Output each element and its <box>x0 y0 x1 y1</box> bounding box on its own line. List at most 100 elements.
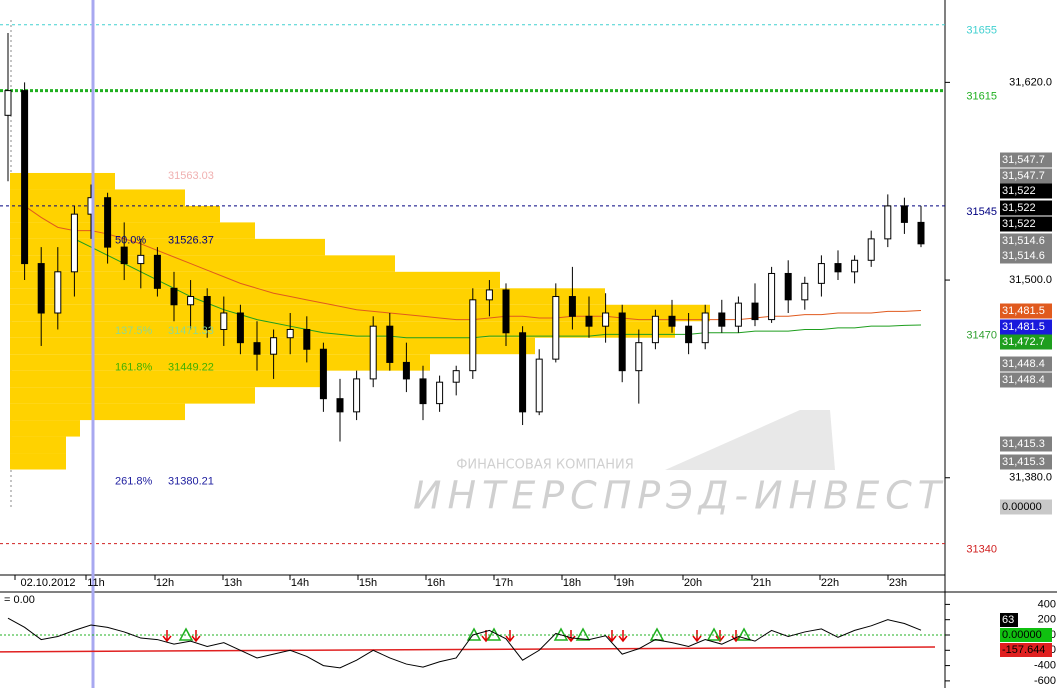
x-tick-label: 19h <box>616 577 634 589</box>
price-box <box>1000 152 1052 168</box>
price-box <box>1000 334 1052 350</box>
watermark-small: ФИНАНСОВАЯ КОМПАНИЯ <box>456 458 634 473</box>
moving-average <box>74 238 922 339</box>
price-box <box>1000 319 1052 335</box>
x-tick-label: 21h <box>753 577 771 589</box>
candle-body <box>917 221 925 245</box>
level-label: 31340 <box>966 544 997 556</box>
candle-body <box>369 325 377 380</box>
candle-body <box>236 312 244 344</box>
indicator-box-label: 63 <box>1002 614 1014 626</box>
sell-arrow <box>618 630 628 643</box>
profile-bar <box>10 205 220 223</box>
price-box <box>1000 200 1052 216</box>
price-box <box>1000 372 1052 388</box>
candle-body <box>817 263 825 284</box>
x-tick-label: 13h <box>224 577 242 589</box>
price-box-label: 31,448.4 <box>1002 374 1045 386</box>
y-tick-label: 31,620.0 <box>1009 76 1052 88</box>
indicator-tick-label: 200 <box>1038 614 1056 626</box>
candle-body <box>270 337 278 355</box>
x-tick-label: 02.10.2012 <box>20 577 75 589</box>
candle-body <box>4 90 12 116</box>
price-box-label: 31,522 <box>1002 185 1036 197</box>
candle-body <box>419 378 427 405</box>
price-box <box>1000 436 1052 452</box>
candle-body <box>253 342 261 355</box>
candle-body <box>469 299 477 372</box>
fib-ratio: 161.8% <box>115 362 153 374</box>
candle-body <box>784 272 792 301</box>
candle-body <box>535 358 543 413</box>
profile-bar <box>10 172 115 190</box>
x-tick-label: 20h <box>684 577 702 589</box>
indicator-tick-label: 400 <box>1038 598 1056 610</box>
level-label: 31655 <box>966 25 997 37</box>
price-box <box>1000 499 1052 515</box>
indicator-line <box>7 617 922 669</box>
candle-body <box>336 398 344 413</box>
candle-body <box>751 302 759 321</box>
sell-arrow <box>692 630 702 643</box>
indicator-tick-label: -400 <box>1034 659 1056 671</box>
level-label: 31545 <box>966 206 997 218</box>
candle-body <box>801 282 809 301</box>
candle-body <box>70 213 78 273</box>
x-tick-label: 14h <box>291 577 309 589</box>
price-box <box>1000 356 1052 372</box>
price-box-label: 31,522 <box>1002 218 1036 230</box>
price-box-label: 31,547.7 <box>1002 170 1045 182</box>
candle-body <box>187 296 195 306</box>
candle-body <box>21 90 29 265</box>
indicator-title: = 0.00 <box>4 594 35 606</box>
x-tick-label: 17h <box>495 577 513 589</box>
price-box-label: 31,472.7 <box>1002 336 1045 348</box>
candle-body <box>768 272 776 321</box>
sell-arrow <box>607 630 617 643</box>
level-label: 31615 <box>966 91 997 103</box>
candle-body <box>519 332 527 413</box>
fib-price: 31526.37 <box>168 235 214 247</box>
fib-ratio: 50.0% <box>115 235 146 247</box>
signal-line <box>0 646 936 653</box>
candle-body <box>635 342 643 372</box>
x-tick-label: 18h <box>563 577 581 589</box>
price-box <box>1000 183 1052 199</box>
price-box-label: 31,448.4 <box>1002 358 1045 370</box>
candle-body <box>303 328 311 350</box>
watermark-logo <box>665 410 835 470</box>
profile-bar <box>10 436 66 454</box>
sell-arrow <box>162 630 172 643</box>
x-tick-label: 23h <box>889 577 907 589</box>
profile-bar <box>10 288 605 305</box>
main <box>0 24 945 545</box>
watermark-large: ИНТЕРСПРЭД-ИНВЕСТ <box>413 474 947 518</box>
candle-body <box>137 254 145 265</box>
candle-body <box>452 370 460 383</box>
profile-bar <box>10 387 255 404</box>
indicator-tick-label: -600 <box>1034 675 1056 687</box>
candle-body <box>319 348 327 400</box>
candle-body <box>436 381 444 405</box>
price-box-label: 31,415.3 <box>1002 438 1045 450</box>
candle-body <box>37 263 45 314</box>
profile-bar <box>10 403 185 421</box>
candle-body <box>734 302 742 327</box>
candle-body <box>485 289 493 301</box>
profile-bar <box>10 189 185 206</box>
indicator-box <box>1000 628 1052 642</box>
profile-bar <box>10 420 80 437</box>
candle-body <box>585 315 593 327</box>
fib-price: 31471.33 <box>168 325 214 337</box>
candle-body <box>170 287 178 306</box>
price-box-label: 31,547.7 <box>1002 154 1045 166</box>
price-box-label: 31,514.6 <box>1002 250 1045 262</box>
y-tick-label: 31,500.0 <box>1009 274 1052 286</box>
x-tick-label: 11h <box>87 577 105 589</box>
candle-body <box>718 312 726 327</box>
candle-body <box>220 312 228 330</box>
x-tick-label: 15h <box>359 577 377 589</box>
candle-body <box>651 315 659 344</box>
profile-bar <box>10 354 430 371</box>
fib-ratio: 261.8% <box>115 475 153 487</box>
